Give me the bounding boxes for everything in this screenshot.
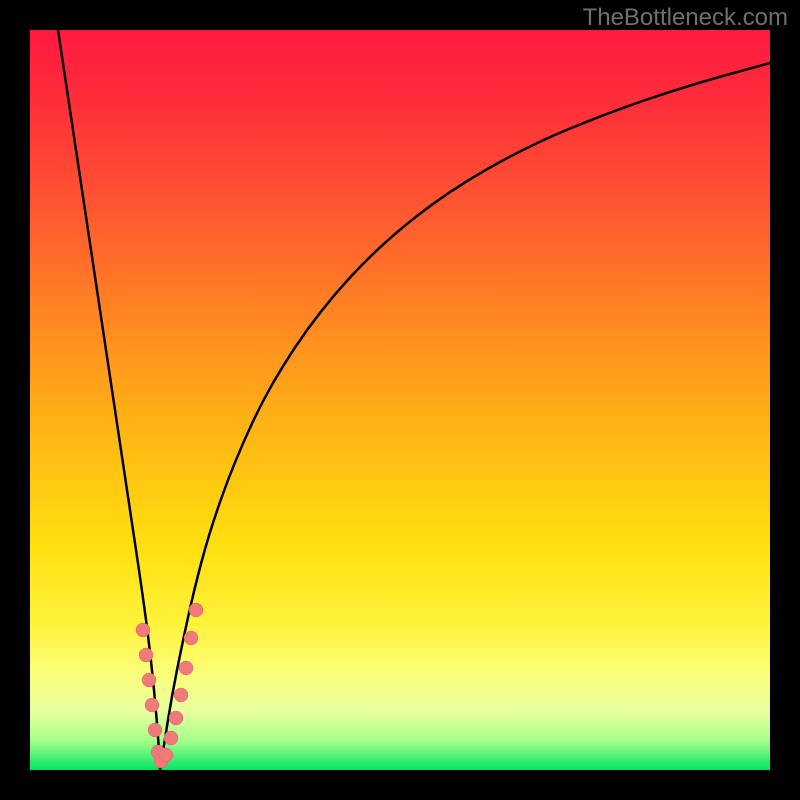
chart-frame: TheBottleneck.com xyxy=(0,0,800,800)
watermark-text: TheBottleneck.com xyxy=(583,4,788,32)
bottleneck-chart xyxy=(0,0,800,800)
